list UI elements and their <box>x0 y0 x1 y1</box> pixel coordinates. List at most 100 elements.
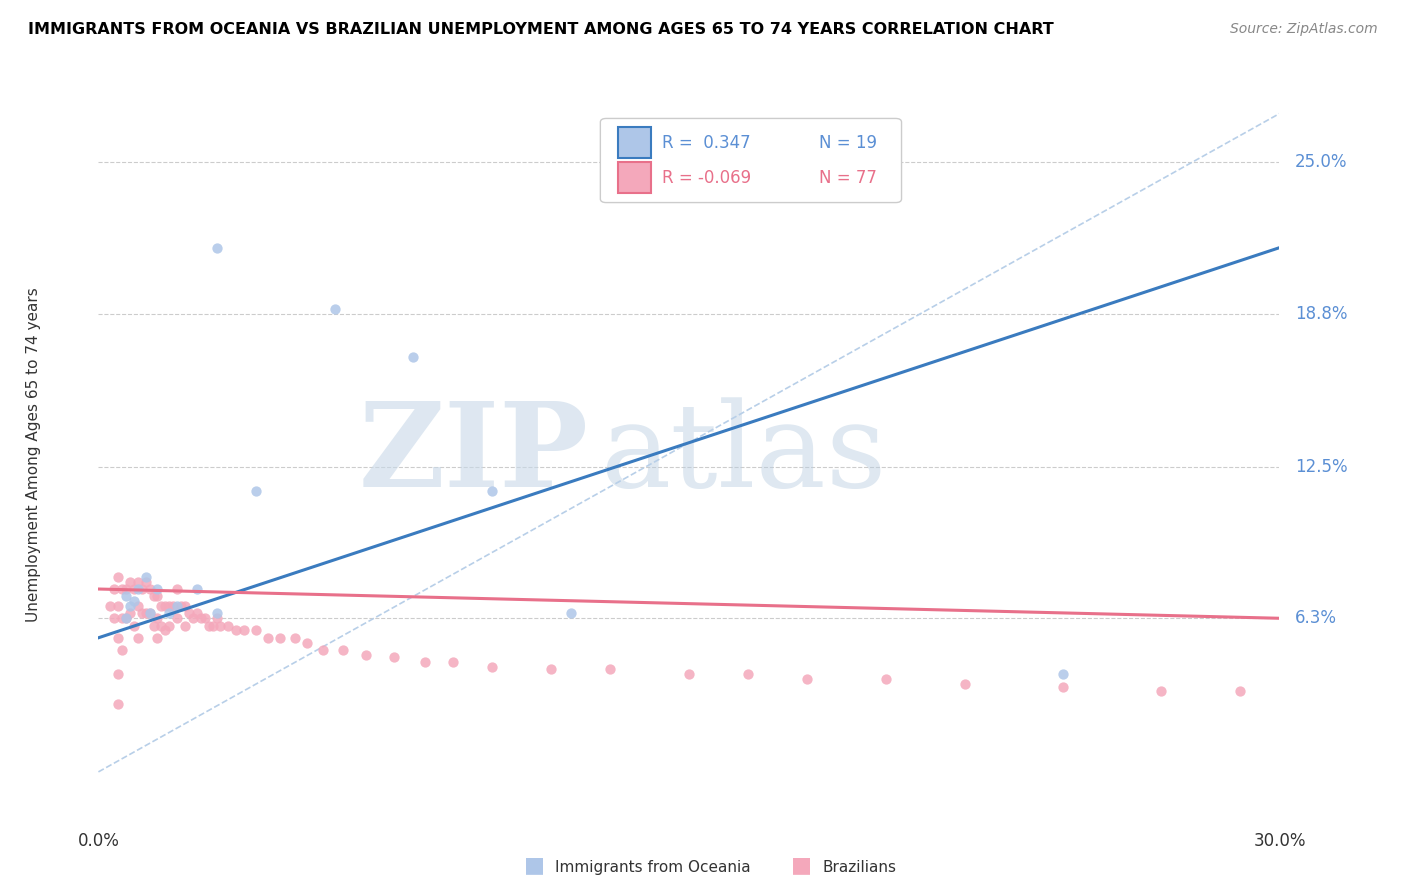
Point <box>166 582 188 596</box>
Point <box>107 570 129 584</box>
Point <box>354 648 377 662</box>
Text: Source: ZipAtlas.com: Source: ZipAtlas.com <box>1230 22 1378 37</box>
Point <box>162 599 184 613</box>
Point <box>103 582 125 596</box>
FancyBboxPatch shape <box>600 119 901 202</box>
Point <box>135 574 157 589</box>
Point <box>217 618 239 632</box>
Point <box>138 582 160 596</box>
Point <box>205 607 228 621</box>
Point <box>225 624 247 638</box>
Point <box>107 667 129 681</box>
Point <box>256 631 278 645</box>
Point <box>127 599 149 613</box>
Point <box>197 618 219 632</box>
Point <box>155 624 177 638</box>
Text: atlas: atlas <box>600 398 887 512</box>
Point <box>540 663 562 677</box>
Point <box>107 599 129 613</box>
Point <box>382 650 405 665</box>
Point <box>186 607 208 621</box>
Point <box>146 582 169 596</box>
Point <box>111 582 134 596</box>
Text: Brazilians: Brazilians <box>823 861 897 875</box>
Point <box>441 655 464 669</box>
Point <box>115 611 138 625</box>
Point <box>157 618 180 632</box>
Point <box>146 590 169 604</box>
Point <box>115 582 138 596</box>
Point <box>599 663 621 677</box>
Point <box>181 611 204 625</box>
Point <box>155 599 177 613</box>
Point <box>127 631 149 645</box>
Point <box>118 607 141 621</box>
Point <box>312 643 335 657</box>
Text: ■: ■ <box>792 855 811 875</box>
Point <box>190 611 212 625</box>
Point <box>135 570 157 584</box>
Point <box>118 599 141 613</box>
Point <box>953 677 976 691</box>
Point <box>122 594 145 608</box>
Point <box>174 599 197 613</box>
Point <box>107 631 129 645</box>
Point <box>150 599 173 613</box>
Point <box>269 631 291 645</box>
Text: Unemployment Among Ages 65 to 74 years: Unemployment Among Ages 65 to 74 years <box>25 287 41 623</box>
Point <box>103 611 125 625</box>
Point <box>138 607 160 621</box>
Point <box>135 607 157 621</box>
Point <box>115 590 138 604</box>
Point <box>118 574 141 589</box>
Point <box>107 697 129 711</box>
Point <box>142 590 165 604</box>
Point <box>295 635 318 649</box>
Point <box>115 611 138 625</box>
Text: N = 19: N = 19 <box>818 134 877 152</box>
Point <box>111 611 134 625</box>
Text: 25.0%: 25.0% <box>1295 153 1348 171</box>
Point <box>481 484 503 499</box>
Point <box>796 672 818 686</box>
Point <box>209 618 232 632</box>
Point <box>146 611 169 625</box>
Point <box>122 582 145 596</box>
Text: 6.3%: 6.3% <box>1295 609 1337 627</box>
Text: R =  0.347: R = 0.347 <box>662 134 751 152</box>
Point <box>127 574 149 589</box>
Point <box>166 599 188 613</box>
Point <box>111 643 134 657</box>
Point <box>131 582 153 596</box>
Point <box>1052 680 1074 694</box>
Point <box>205 611 228 625</box>
Text: Immigrants from Oceania: Immigrants from Oceania <box>555 861 751 875</box>
Point <box>150 618 173 632</box>
Point <box>157 599 180 613</box>
Point <box>560 607 582 621</box>
Text: 18.8%: 18.8% <box>1295 304 1348 323</box>
Text: IMMIGRANTS FROM OCEANIA VS BRAZILIAN UNEMPLOYMENT AMONG AGES 65 TO 74 YEARS CORR: IMMIGRANTS FROM OCEANIA VS BRAZILIAN UNE… <box>28 22 1054 37</box>
Point <box>170 599 193 613</box>
Point <box>1150 684 1173 698</box>
Point <box>1052 667 1074 681</box>
Point <box>166 611 188 625</box>
Point <box>402 351 425 365</box>
Point <box>127 582 149 596</box>
FancyBboxPatch shape <box>619 128 651 158</box>
Point <box>174 618 197 632</box>
Point <box>323 301 346 316</box>
Text: 12.5%: 12.5% <box>1295 458 1348 476</box>
Point <box>737 667 759 681</box>
Point <box>245 624 267 638</box>
Point <box>875 672 897 686</box>
Point <box>122 618 145 632</box>
Point <box>413 655 436 669</box>
Text: N = 77: N = 77 <box>818 169 877 186</box>
Point <box>205 241 228 255</box>
Point <box>186 582 208 596</box>
Point <box>245 484 267 499</box>
Point <box>481 660 503 674</box>
Text: R = -0.069: R = -0.069 <box>662 169 751 186</box>
Point <box>284 631 307 645</box>
